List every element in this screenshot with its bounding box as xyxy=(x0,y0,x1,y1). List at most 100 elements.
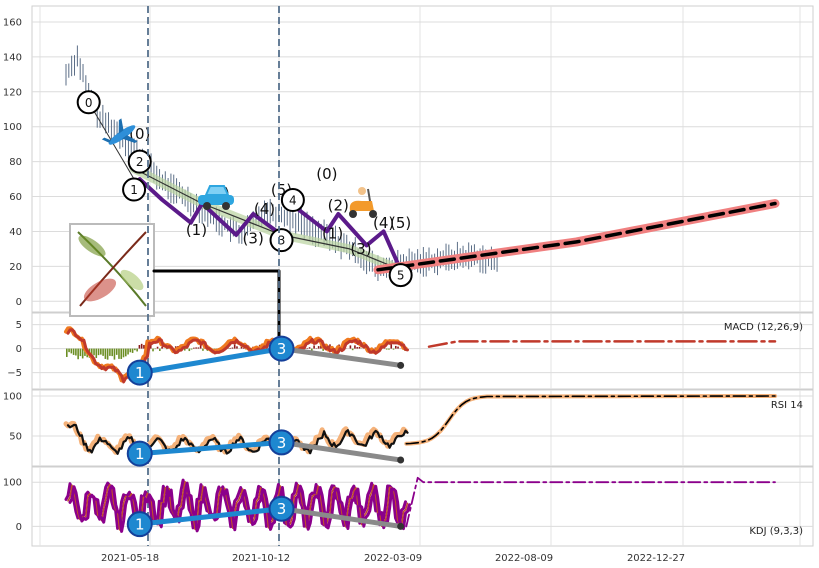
macd-histogram-bar xyxy=(195,347,197,349)
airplane-tail xyxy=(101,137,112,143)
rsi-title: RSI 14 xyxy=(771,400,803,411)
car-wheel xyxy=(222,202,230,210)
macd-histogram-bar xyxy=(115,348,118,355)
macd-histogram-bar xyxy=(75,348,77,356)
kdj-divergence-end xyxy=(397,522,405,530)
macd-histogram-bar xyxy=(66,348,68,357)
macd-histogram-bar xyxy=(129,348,132,353)
macd-histogram-bar xyxy=(349,345,352,349)
macd-histogram-bar xyxy=(308,347,311,349)
macd-histogram-bar xyxy=(199,344,202,349)
kdj-divergence-gray xyxy=(279,506,404,529)
kdj-divergence-label-1: 1 xyxy=(135,516,145,534)
wave-label: (1) xyxy=(186,221,207,239)
scooter-wheel xyxy=(369,210,377,218)
macd-histogram-bar xyxy=(159,348,161,351)
macd-histogram-bar xyxy=(358,346,361,349)
scooter-rider xyxy=(358,187,366,195)
macd-histogram-bar xyxy=(152,348,154,352)
macd-histogram-bar xyxy=(190,348,193,350)
kdj-divergence-blue xyxy=(137,506,284,527)
macd-histogram-bar xyxy=(111,348,113,357)
wave-label-2: 2 xyxy=(136,155,144,169)
wave-label: (4) xyxy=(254,200,275,218)
macd-y-tick: −5 xyxy=(7,368,22,379)
kdj-y-tick: 100 xyxy=(3,478,22,489)
macd-histogram-bar xyxy=(161,346,163,349)
macd-histogram-bar xyxy=(127,348,129,355)
wave-label: (4) xyxy=(373,214,394,232)
thumbnail-leaf xyxy=(83,278,117,302)
macd-histogram-bar xyxy=(70,348,73,354)
kdj-title: KDJ (9,3,3) xyxy=(749,526,803,537)
macd-histogram-bar xyxy=(322,348,324,351)
rsi-line-1 xyxy=(66,423,409,455)
macd-histogram-bar xyxy=(81,348,84,359)
macd-histogram-bar xyxy=(317,346,320,349)
macd-histogram-bar xyxy=(388,348,390,350)
wave-label: (5) xyxy=(390,214,411,232)
macd-histogram-bar xyxy=(104,348,107,359)
macd-line-1 xyxy=(66,328,409,384)
macd-histogram-bar xyxy=(385,348,388,350)
wave-label: (2) xyxy=(328,196,349,214)
airplane-wing xyxy=(122,135,138,144)
macd-divergence-circle xyxy=(268,335,295,362)
airplane-icon xyxy=(101,118,138,145)
car-roof xyxy=(204,185,230,196)
x-tick-label: 2021-05-18 xyxy=(101,553,159,564)
macd-histogram-bar xyxy=(102,348,104,356)
macd-histogram-bar xyxy=(193,347,195,349)
subwave-right xyxy=(290,203,403,272)
rsi-y-tick: 100 xyxy=(3,392,22,403)
macd-histogram-bar xyxy=(329,344,331,349)
macd-histogram-bar xyxy=(183,348,186,351)
x-tick-label: 2021-10-12 xyxy=(232,553,290,564)
kdj-line-1 xyxy=(67,480,409,531)
macd-histogram-bar xyxy=(374,347,377,349)
macd-histogram-bar xyxy=(140,343,143,349)
thumbnail-leaf xyxy=(120,269,144,291)
wave-label-circle xyxy=(269,228,294,253)
airplane-wing xyxy=(118,118,124,134)
macd-histogram-bar xyxy=(320,345,322,349)
macd-histogram-bar xyxy=(120,348,123,359)
scooter-icon xyxy=(349,187,377,218)
wave-label-circle xyxy=(280,188,305,213)
macd-divergence-gray xyxy=(279,346,404,368)
wave-label-circle xyxy=(388,263,413,288)
wave-label: (0) xyxy=(129,125,150,143)
macd-histogram-bar xyxy=(154,348,157,350)
macd-title: MACD (12,26,9) xyxy=(724,322,803,333)
macd-divergence-end xyxy=(397,361,405,369)
rsi-divergence-label-1: 1 xyxy=(135,445,145,463)
macd-histogram-bar xyxy=(143,344,145,349)
macd-histogram-bar xyxy=(138,345,141,349)
macd-histogram-bar xyxy=(79,348,82,357)
macd-histogram-bar xyxy=(113,348,116,360)
macd-histogram-bar xyxy=(124,348,127,357)
wave-label-circle xyxy=(127,149,152,174)
price-y-tick: 120 xyxy=(3,87,22,98)
macd-histogram-bar xyxy=(72,348,75,355)
kdj-divergence-label-3: 3 xyxy=(277,500,287,518)
scooter-body xyxy=(349,200,374,211)
macd-divergence-blue xyxy=(137,346,284,376)
kdj-divergence-circle xyxy=(268,495,295,522)
x-tick-label: 2022-12-27 xyxy=(627,553,685,564)
macd-histogram-bar xyxy=(354,345,356,349)
macd-histogram-bar xyxy=(356,347,359,349)
wave-label-1: 1 xyxy=(130,183,138,197)
macd-histogram-bar xyxy=(313,345,315,349)
macd-histogram-bar xyxy=(231,347,234,349)
macd-histogram-bar xyxy=(236,346,238,349)
price-y-tick: 140 xyxy=(3,52,22,63)
car-icon xyxy=(198,185,234,210)
price-y-tick: 20 xyxy=(9,262,22,273)
wave-label-0: 0 xyxy=(85,96,93,110)
kdj-y-tick: 0 xyxy=(16,522,22,533)
macd-histogram-bar xyxy=(188,348,191,352)
rsi-forecast xyxy=(405,395,776,445)
projection-dashed xyxy=(376,201,777,272)
kdj-divergence-circle xyxy=(126,511,153,538)
